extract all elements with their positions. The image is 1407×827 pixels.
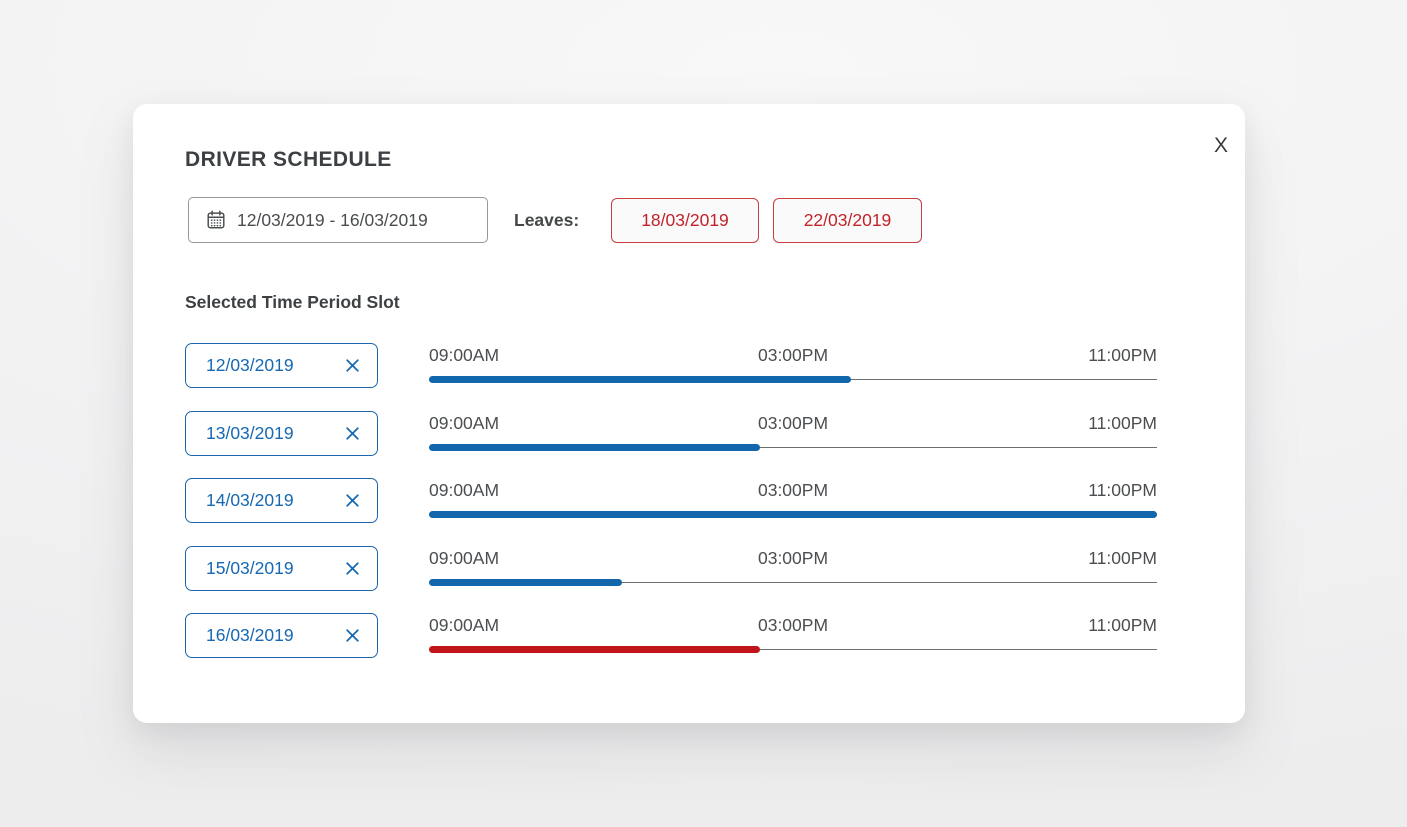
section-heading: Selected Time Period Slot [185,292,400,312]
leave-date-button-1[interactable]: 18/03/2019 [611,198,759,243]
date-range-picker[interactable]: 12/03/2019 - 16/03/2019 [188,197,488,243]
time-label-start: 09:00AM [429,412,500,433]
time-label-start: 09:00AM [429,547,500,568]
remove-date-icon[interactable] [343,356,362,375]
remove-date-icon[interactable] [343,491,362,510]
remove-date-icon[interactable] [343,559,362,578]
time-label-end: 11:00PM [1088,480,1157,501]
timeline-bar[interactable] [429,443,761,451]
time-labels: 09:00AM 03:00PM 11:00PM [429,548,1157,568]
date-range-value: 12/03/2019 - 16/03/2019 [237,209,428,230]
time-labels: 09:00AM 03:00PM 11:00PM [429,615,1157,635]
time-labels: 09:00AM 03:00PM 11:00PM [429,413,1157,433]
time-label-mid: 03:00PM [757,615,829,636]
timeline-bar[interactable] [429,511,1157,519]
timeline-bar[interactable] [429,578,622,586]
time-label-mid: 03:00PM [757,345,829,365]
schedule-row: 16/03/2019 09:00AM 03:00PM 11:00PM [133,613,1245,661]
calendar-icon [205,209,227,231]
leave-date-button-2[interactable]: 22/03/2019 [773,198,922,243]
time-label-end: 11:00PM [1088,547,1157,568]
schedule-row: 15/03/2019 09:00AM 03:00PM 11:00PM [133,545,1245,594]
timeline-track [429,649,1157,651]
time-label-start: 09:00AM [429,615,500,636]
timeline-track [429,446,1157,448]
time-labels: 09:00AM 03:00PM 11:00PM [429,480,1157,500]
chip-date-label: 13/03/2019 [206,422,294,443]
timeline-bar[interactable] [429,646,761,654]
schedule-row: 12/03/2019 09:00AM 03:00PM 11:00PM [133,343,1245,391]
timeline: 09:00AM 03:00PM 11:00PM [429,411,1157,459]
timeline-bar[interactable] [429,376,852,383]
chip-date-label: 12/03/2019 [206,355,294,375]
time-labels: 09:00AM 03:00PM 11:00PM [429,345,1157,365]
timeline: 09:00AM 03:00PM 11:00PM [429,343,1157,391]
date-chip[interactable]: 16/03/2019 [185,613,378,659]
time-label-mid: 03:00PM [757,412,829,433]
remove-date-icon[interactable] [343,626,362,645]
time-label-mid: 03:00PM [757,480,829,501]
time-label-mid: 03:00PM [757,547,829,568]
time-label-end: 11:00PM [1088,345,1157,365]
timeline-track [429,581,1157,583]
close-button[interactable]: X [1207,132,1235,160]
chip-date-label: 14/03/2019 [206,490,294,511]
date-chip[interactable]: 12/03/2019 [185,343,378,388]
schedule-row: 13/03/2019 09:00AM 03:00PM 11:00PM [133,410,1245,459]
date-chip[interactable]: 14/03/2019 [185,478,378,524]
time-label-end: 11:00PM [1088,412,1157,433]
date-chip[interactable]: 15/03/2019 [185,545,378,591]
remove-date-icon[interactable] [343,424,362,443]
leaves-label: Leaves: [514,210,580,230]
timeline: 09:00AM 03:00PM 11:00PM [429,613,1157,661]
driver-schedule-dialog: DRIVER SCHEDULE X 12/03/2019 - 16/03/201… [133,104,1245,723]
page-title: DRIVER SCHEDULE [185,148,392,171]
time-label-start: 09:00AM [429,480,500,501]
timeline: 09:00AM 03:00PM 11:00PM [429,546,1157,594]
time-label-start: 09:00AM [429,345,500,365]
time-label-end: 11:00PM [1088,615,1157,636]
date-chip[interactable]: 13/03/2019 [185,410,378,456]
chip-date-label: 15/03/2019 [206,557,294,578]
controls-row: 12/03/2019 - 16/03/2019 Leaves: 18/03/20… [133,197,1245,245]
chip-date-label: 16/03/2019 [206,625,294,646]
schedule-row: 14/03/2019 09:00AM 03:00PM 11:00PM [133,478,1245,526]
timeline: 09:00AM 03:00PM 11:00PM [429,478,1157,526]
